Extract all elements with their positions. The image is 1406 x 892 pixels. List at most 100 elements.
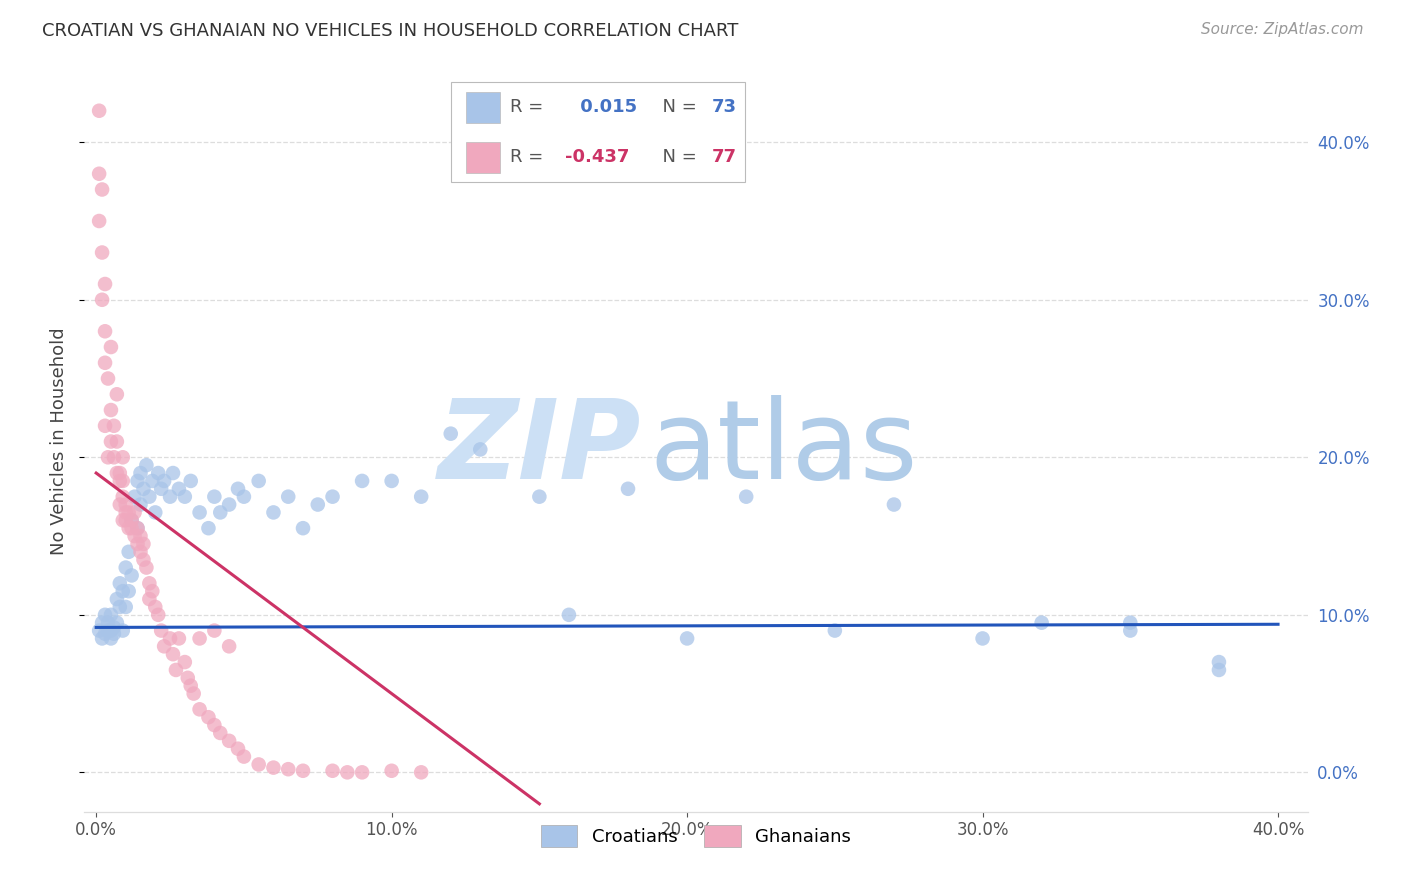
- Point: [247, 474, 270, 488]
- Point: [111, 513, 134, 527]
- Point: [352, 474, 374, 488]
- Point: [1208, 655, 1230, 669]
- Point: [381, 764, 404, 778]
- Point: [173, 655, 195, 669]
- Point: [108, 576, 131, 591]
- Point: [127, 521, 149, 535]
- Point: [197, 521, 219, 535]
- Point: [162, 647, 184, 661]
- Point: [167, 482, 190, 496]
- Point: [132, 482, 155, 496]
- Point: [94, 277, 117, 291]
- Point: [135, 560, 157, 574]
- Text: R =: R =: [510, 148, 548, 167]
- Point: [108, 599, 131, 614]
- Text: 73: 73: [711, 98, 737, 117]
- Point: [202, 624, 225, 638]
- Point: [91, 615, 114, 630]
- Point: [94, 418, 117, 433]
- Point: [129, 545, 152, 559]
- Point: [148, 466, 170, 480]
- Point: [100, 434, 122, 449]
- FancyBboxPatch shape: [465, 92, 501, 123]
- Point: [247, 757, 270, 772]
- Point: [103, 418, 125, 433]
- Legend: Croatians, Ghanaians: Croatians, Ghanaians: [534, 818, 858, 855]
- Point: [188, 505, 211, 519]
- Point: [972, 632, 994, 646]
- Point: [91, 632, 114, 646]
- Point: [232, 749, 254, 764]
- Text: N =: N =: [651, 148, 702, 167]
- Point: [153, 474, 176, 488]
- Point: [209, 726, 232, 740]
- Text: -0.437: -0.437: [565, 148, 630, 167]
- Point: [114, 498, 136, 512]
- Point: [100, 607, 122, 622]
- Point: [105, 434, 128, 449]
- Text: Source: ZipAtlas.com: Source: ZipAtlas.com: [1201, 22, 1364, 37]
- Point: [173, 490, 195, 504]
- Text: 0.015: 0.015: [574, 98, 637, 117]
- Point: [127, 537, 149, 551]
- Point: [127, 521, 149, 535]
- Point: [94, 626, 117, 640]
- Point: [124, 490, 146, 504]
- Point: [218, 640, 240, 654]
- Point: [143, 599, 166, 614]
- Point: [97, 450, 120, 465]
- Point: [277, 490, 299, 504]
- Point: [307, 498, 329, 512]
- Point: [105, 466, 128, 480]
- Point: [262, 505, 284, 519]
- Point: [111, 474, 134, 488]
- Point: [218, 734, 240, 748]
- Point: [94, 324, 117, 338]
- Point: [470, 442, 492, 457]
- Point: [411, 765, 433, 780]
- Point: [1119, 624, 1142, 638]
- Point: [124, 529, 146, 543]
- Point: [111, 490, 134, 504]
- FancyBboxPatch shape: [465, 142, 501, 173]
- Point: [89, 167, 111, 181]
- Point: [108, 474, 131, 488]
- Point: [336, 765, 359, 780]
- Point: [159, 490, 181, 504]
- Point: [114, 513, 136, 527]
- Point: [129, 498, 152, 512]
- Point: [135, 458, 157, 472]
- Point: [183, 687, 205, 701]
- Point: [114, 599, 136, 614]
- Point: [292, 764, 315, 778]
- Text: atlas: atlas: [650, 395, 918, 502]
- Point: [121, 568, 143, 582]
- Point: [129, 529, 152, 543]
- Point: [124, 505, 146, 519]
- Point: [121, 521, 143, 535]
- Point: [114, 560, 136, 574]
- Point: [89, 103, 111, 118]
- Point: [105, 387, 128, 401]
- Point: [108, 498, 131, 512]
- Text: ZIP: ZIP: [437, 395, 641, 502]
- Point: [735, 490, 758, 504]
- Point: [132, 552, 155, 566]
- Point: [322, 490, 344, 504]
- Point: [440, 426, 463, 441]
- Point: [100, 632, 122, 646]
- Text: CROATIAN VS GHANAIAN NO VEHICLES IN HOUSEHOLD CORRELATION CHART: CROATIAN VS GHANAIAN NO VEHICLES IN HOUS…: [42, 22, 738, 40]
- Point: [177, 671, 200, 685]
- Point: [105, 592, 128, 607]
- Point: [100, 624, 122, 638]
- Point: [202, 718, 225, 732]
- Point: [381, 474, 404, 488]
- Point: [138, 576, 160, 591]
- Point: [100, 340, 122, 354]
- Point: [529, 490, 551, 504]
- Point: [226, 482, 249, 496]
- Point: [94, 607, 117, 622]
- Point: [111, 584, 134, 599]
- Point: [114, 505, 136, 519]
- Point: [129, 466, 152, 480]
